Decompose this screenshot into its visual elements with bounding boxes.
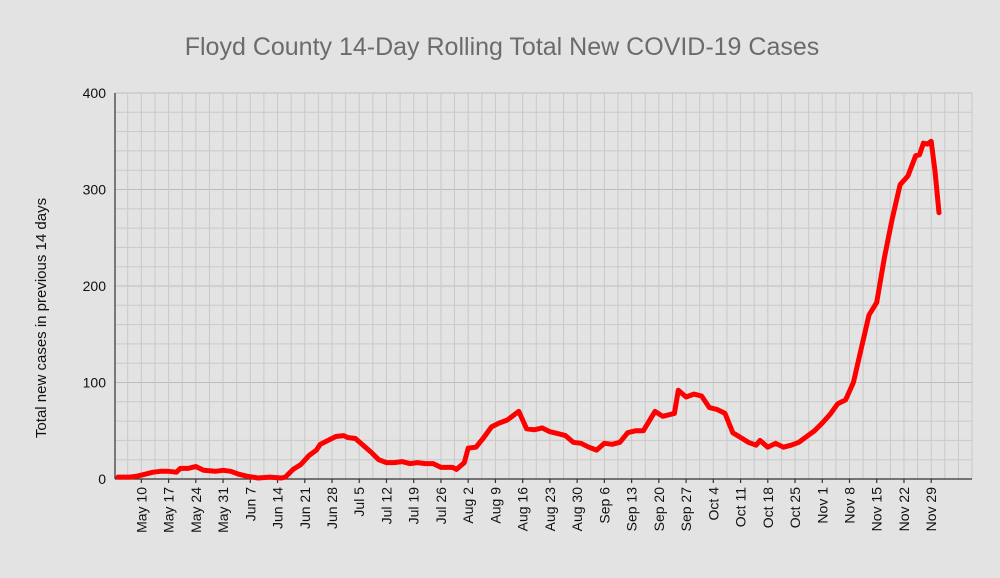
x-tick-label: May 24 xyxy=(188,487,204,533)
x-tick-label: May 31 xyxy=(215,487,231,533)
x-tick-label: Oct 4 xyxy=(705,487,721,521)
x-tick-label: May 17 xyxy=(161,487,177,533)
x-tick-label: Nov 1 xyxy=(814,487,830,524)
x-tick-label: Nov 8 xyxy=(842,487,858,524)
x-tick-label: Aug 9 xyxy=(487,487,503,524)
series-layer xyxy=(115,138,942,481)
x-tick-label: Jun 28 xyxy=(324,487,340,529)
chart-title: Floyd County 14-Day Rolling Total New CO… xyxy=(185,33,820,61)
gridlines xyxy=(115,92,973,480)
x-tick-label: Jul 26 xyxy=(433,487,449,525)
x-tick-label: Jun 14 xyxy=(270,487,286,529)
x-tick-label: May 10 xyxy=(133,487,149,533)
x-tick-label: Nov 22 xyxy=(896,487,912,532)
x-tick-label: Sep 20 xyxy=(651,487,667,532)
series-line xyxy=(115,138,942,481)
y-tick-label: 0 xyxy=(98,471,106,487)
x-tick-label: Nov 15 xyxy=(869,487,885,532)
y-tick-label: 400 xyxy=(83,85,107,101)
x-tick-label: Sep 6 xyxy=(596,487,612,524)
x-tick-label: Sep 13 xyxy=(624,487,640,532)
y-tick-label: 200 xyxy=(83,278,107,294)
x-tick-label: Jul 5 xyxy=(351,487,367,517)
x-tick-label: Aug 16 xyxy=(515,487,531,532)
y-tick-label: 300 xyxy=(83,182,107,198)
x-tick-label: Oct 11 xyxy=(733,487,749,527)
tick-labels: 0 100 200 300 400 May 10 May 17 May 24 May 31 Jun… xyxy=(83,85,940,533)
x-tick-label: Aug 23 xyxy=(542,487,558,532)
x-tick-label: Jul 19 xyxy=(406,487,422,525)
x-tick-label: Nov 29 xyxy=(923,487,939,532)
x-tick-label: Jul 12 xyxy=(378,487,394,525)
x-tick-label: Oct 25 xyxy=(787,487,803,528)
x-tick-label: Aug 2 xyxy=(460,487,476,524)
x-tick-label: Oct 18 xyxy=(760,487,776,528)
y-tick-label: 100 xyxy=(83,375,107,391)
x-tick-label: Sep 27 xyxy=(678,487,694,532)
y-axis-label: Total new cases in previous 14 days xyxy=(33,198,50,438)
x-tick-label: Jun 21 xyxy=(297,487,313,529)
x-tick-label: Aug 30 xyxy=(569,487,585,532)
x-tick-label: Jun 7 xyxy=(242,487,258,521)
